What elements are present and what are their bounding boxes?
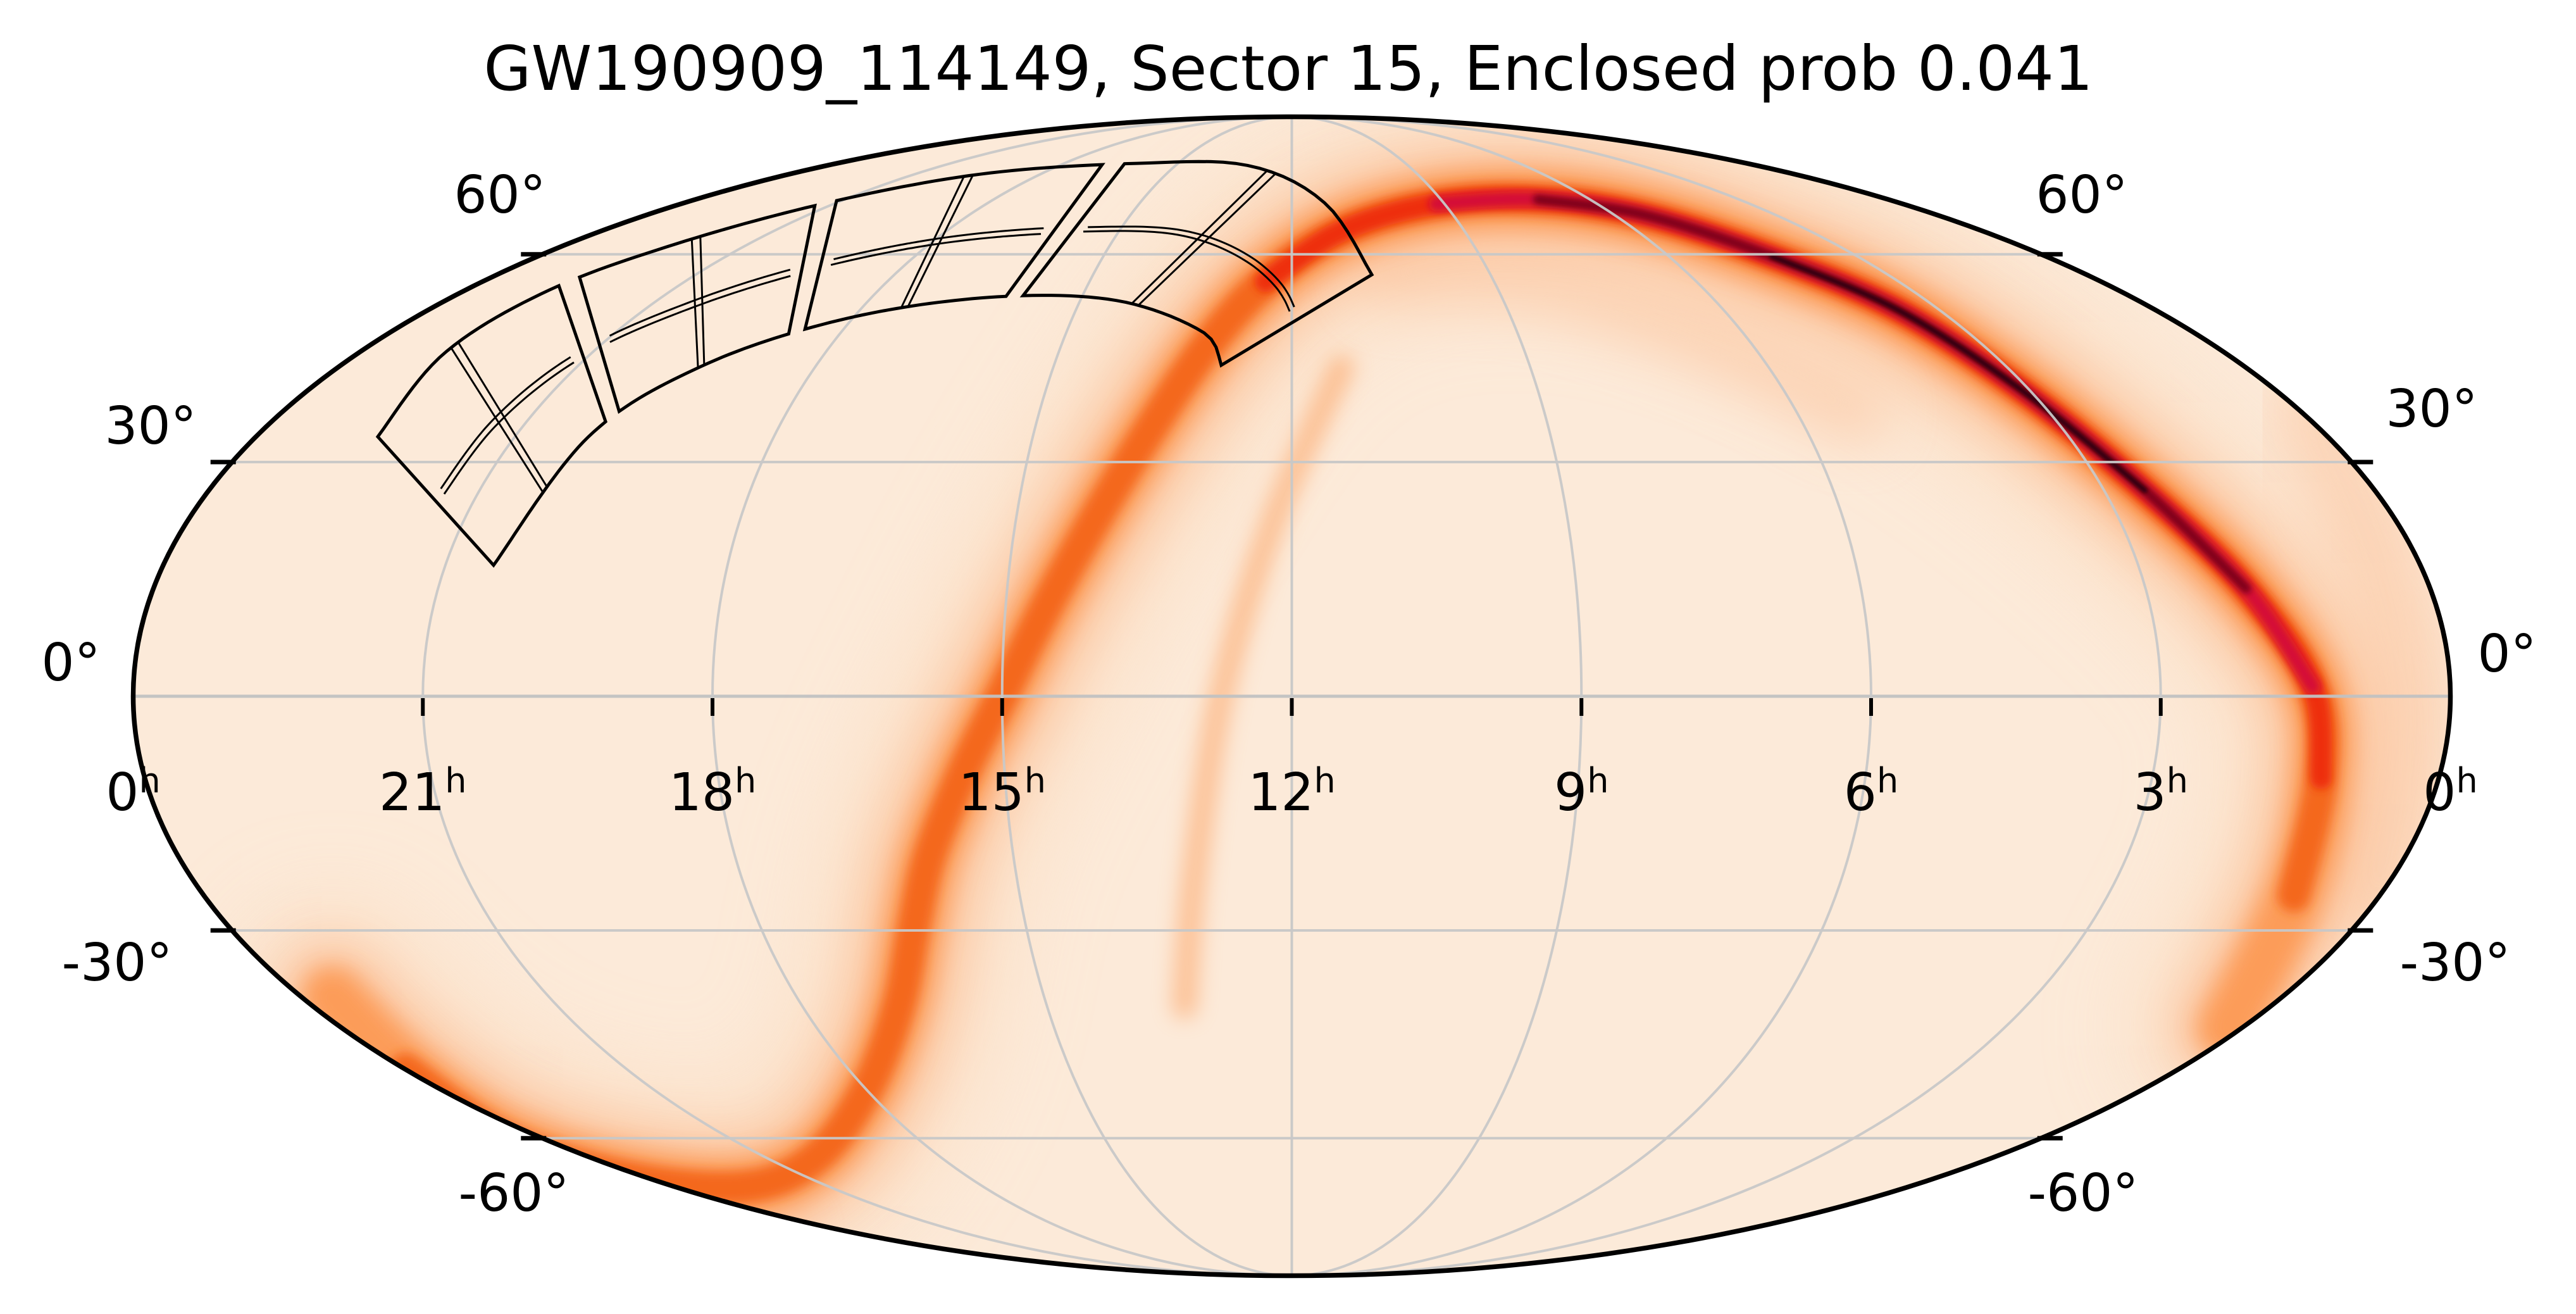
dec-tick-label: -60° [2028, 1163, 2139, 1223]
tess-camera-outline [577, 203, 817, 414]
ccd-divider [609, 268, 791, 337]
ra-tick-label: 15h [958, 761, 1046, 823]
ccd-divider [457, 341, 548, 487]
ccd-divider [450, 347, 544, 493]
tess-camera-outline [375, 283, 608, 568]
ccd-divider [699, 236, 706, 365]
ccd-divider [1131, 170, 1268, 304]
tess-sector-overlay [375, 160, 1374, 568]
ccd-divider [690, 239, 699, 368]
dec-tick-label: 60° [454, 165, 545, 225]
ccd-divider [440, 356, 571, 489]
ccd-divider [1088, 225, 1295, 308]
band-faint-fan [1357, 237, 1889, 446]
ra-tick-label: 0h [106, 761, 160, 823]
dec-tick-label: 0° [2477, 624, 2536, 684]
probability-band-layer [1769, 254, 2148, 493]
figure-title: GW190909_114149, Sector 15, Enclosed pro… [483, 33, 2093, 104]
ccd-divider [900, 175, 965, 308]
ra-tick-label: 18h [669, 761, 757, 823]
ccd-divider [830, 233, 1042, 266]
dec-tick-label: 0° [41, 633, 100, 693]
ra-tick-label: 6h [1844, 761, 1898, 823]
ccd-divider [443, 361, 575, 495]
graticule [133, 115, 2451, 1277]
dec-tick-label: -30° [2400, 933, 2511, 993]
ra-tick-label: 12h [1248, 761, 1336, 823]
ccd-divider [1137, 172, 1277, 306]
ra-tick-label: 3h [2134, 761, 2188, 823]
ccd-divider [833, 227, 1044, 260]
probability-heatmap [237, 118, 2449, 1274]
ccd-divider [907, 174, 974, 308]
ra-tick-label: 0h [2423, 761, 2477, 823]
ra-tick-label: 9h [1554, 761, 1608, 823]
dec-tick-label: 30° [104, 396, 196, 456]
dec-tick-label: -60° [459, 1163, 569, 1223]
dec-tick-label: 30° [2386, 379, 2477, 439]
axis-ticks [210, 252, 2374, 1141]
dec-tick-label: -30° [62, 933, 173, 993]
axis-labels: 0h 21h 18h 15h 12h 9h 6h 3h 0h 60° 60° 30° 30° 0° 0° -3… [41, 165, 2536, 1223]
sky-boundary [130, 114, 2453, 1279]
dec-tick-label: 60° [2036, 165, 2127, 225]
tess-camera-outline [1019, 160, 1374, 368]
band-faint-wing [2272, 361, 2449, 943]
ccd-divider [609, 275, 791, 343]
projection-boundary [130, 114, 2453, 1279]
ra-tick-label: 21h [379, 761, 467, 823]
ccd-divider [1083, 230, 1291, 312]
tess-camera-outline [802, 163, 1105, 332]
